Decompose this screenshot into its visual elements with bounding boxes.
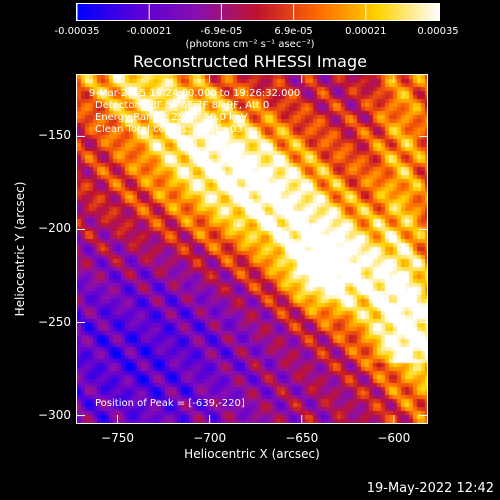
colorbar-gradient (77, 4, 439, 20)
heatmap-image (77, 75, 427, 423)
x-tick-label: −750 (101, 431, 134, 445)
y-tick-label: −150 (38, 128, 71, 143)
colorbar-tick-label: 0.00021 (345, 26, 387, 37)
colorbar-tick-label: -0.00021 (126, 26, 172, 37)
x-tick-label: −650 (285, 431, 319, 445)
plot-area: 9-Mar-2015 19:24:00.000 to 19:26:32.000 … (76, 74, 428, 424)
y-tick-label: −250 (38, 314, 71, 329)
colorbar-tick-label: 0.00035 (417, 26, 459, 37)
colorbar-tick-label: -0.00035 (54, 26, 100, 37)
x-tick-label: −600 (377, 431, 411, 445)
y-tick-label: −300 (38, 407, 71, 422)
x-axis-label: Heliocentric X (arcsec) (184, 447, 320, 461)
y-axis-label: Heliocentric Y (arcsec) (13, 181, 27, 317)
chart-title: Reconstructed RHESSI Image (133, 52, 367, 71)
annotation-detectors: Detectors: 3F 5F 6F 7F 8F 9F, Att 0 (95, 100, 270, 111)
colorbar-units: (photons cm⁻² s⁻¹ asec⁻²) (185, 39, 315, 50)
colorbar-tick-label: -6.9e-05 (200, 26, 243, 37)
annotation-peak-position: Position of Peak = [-639,-220] (95, 398, 245, 409)
annotation-time-range: 9-Mar-2015 19:24:00.000 to 19:26:32.000 (89, 88, 301, 99)
annotation-clean-counts: Clean Total counts: 3.30E+03 (95, 124, 243, 135)
x-tick-label: −700 (193, 431, 227, 445)
annotation-energy-range: Energy Range: 25.0 - 50.0 keV (95, 112, 248, 123)
colorbar-tick-label: 6.9e-05 (274, 26, 313, 37)
timestamp: 19-May-2022 12:42 (366, 481, 494, 496)
y-tick-label: −200 (38, 221, 71, 236)
